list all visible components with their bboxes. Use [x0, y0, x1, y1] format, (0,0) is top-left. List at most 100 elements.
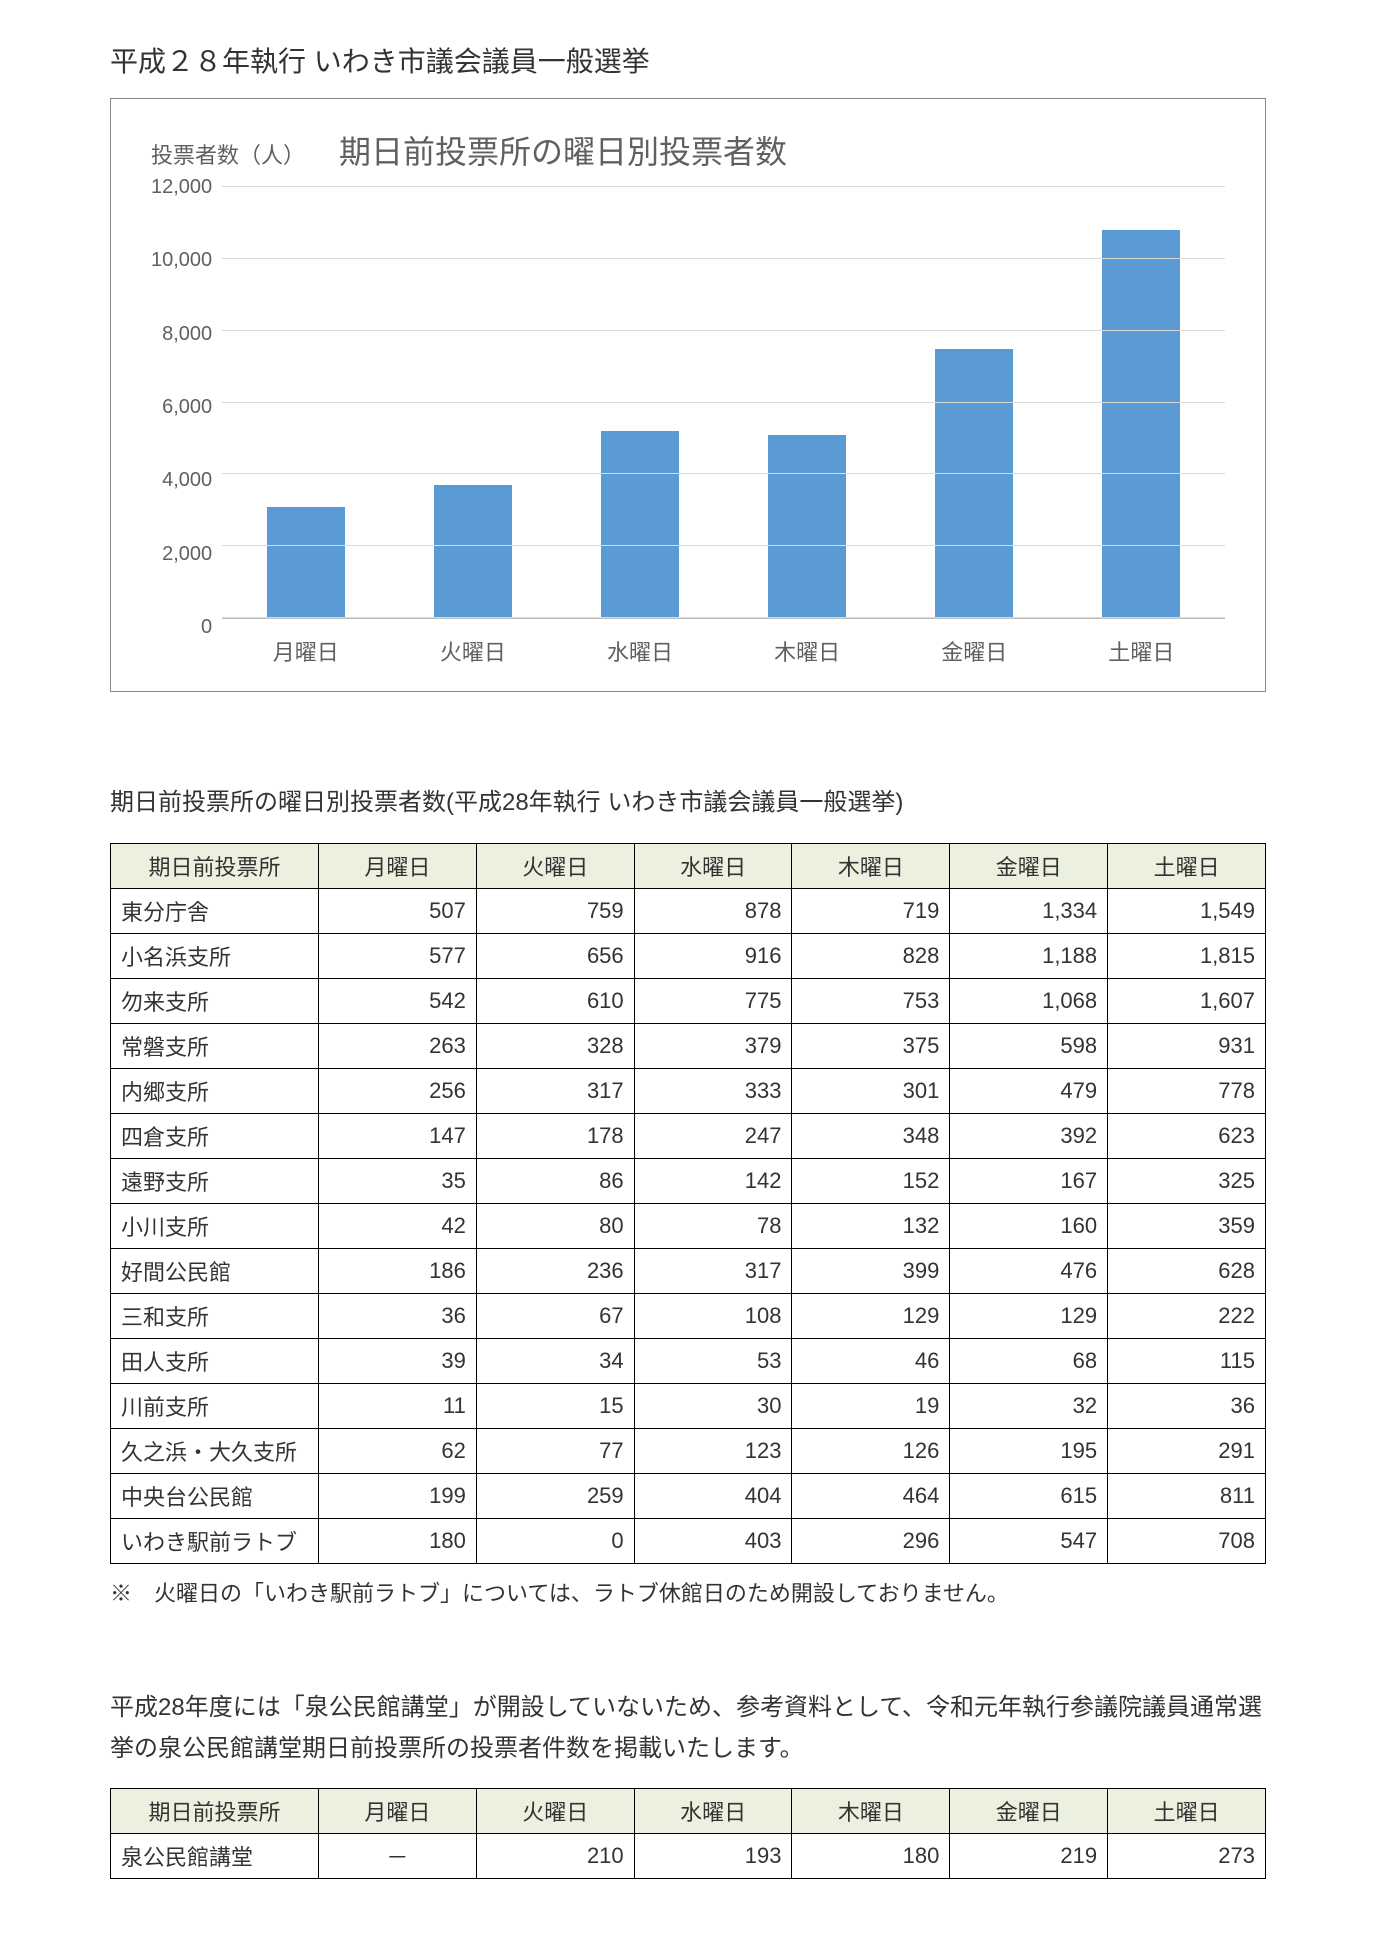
table-row: 遠野支所3586142152167325	[111, 1159, 1266, 1204]
value-cell: 199	[319, 1474, 477, 1519]
chart-plot-wrap: 月曜日火曜日水曜日木曜日金曜日土曜日	[222, 187, 1225, 667]
table-header-cell: 土曜日	[1108, 1788, 1266, 1833]
table-header-cell: 期日前投票所	[111, 844, 319, 889]
value-cell: 34	[476, 1339, 634, 1384]
x-tick-label: 火曜日	[434, 635, 512, 667]
value-cell: 152	[792, 1159, 950, 1204]
location-name-cell: 好間公民館	[111, 1249, 319, 1294]
value-cell: 11	[319, 1384, 477, 1429]
value-cell: 32	[950, 1384, 1108, 1429]
value-cell: 115	[1108, 1339, 1266, 1384]
bar	[1102, 230, 1180, 618]
value-cell: 325	[1108, 1159, 1266, 1204]
value-cell: 36	[1108, 1384, 1266, 1429]
x-tick-label: 金曜日	[935, 635, 1013, 667]
location-name-cell: 川前支所	[111, 1384, 319, 1429]
chart-header: 投票者数（人） 期日前投票所の曜日別投票者数	[151, 127, 1225, 173]
table-row: 中央台公民館199259404464615811	[111, 1474, 1266, 1519]
value-cell: 62	[319, 1429, 477, 1474]
table-header-cell: 木曜日	[792, 844, 950, 889]
bar	[434, 485, 512, 618]
value-cell: 479	[950, 1069, 1108, 1114]
value-cell: －	[319, 1833, 477, 1878]
value-cell: 77	[476, 1429, 634, 1474]
value-cell: 1,607	[1108, 979, 1266, 1024]
bar	[601, 431, 679, 618]
table-header-cell: 火曜日	[476, 1788, 634, 1833]
value-cell: 623	[1108, 1114, 1266, 1159]
table-header-row: 期日前投票所月曜日火曜日水曜日木曜日金曜日土曜日	[111, 1788, 1266, 1833]
value-cell: 219	[950, 1833, 1108, 1878]
bar	[935, 349, 1013, 618]
table-header-cell: 土曜日	[1108, 844, 1266, 889]
value-cell: 142	[634, 1159, 792, 1204]
table-header-cell: 水曜日	[634, 844, 792, 889]
location-name-cell: 田人支所	[111, 1339, 319, 1384]
gridline	[222, 402, 1225, 403]
value-cell: 403	[634, 1519, 792, 1564]
value-cell: 236	[476, 1249, 634, 1294]
location-name-cell: 東分庁舎	[111, 889, 319, 934]
table1-title: 期日前投票所の曜日別投票者数(平成28年執行 いわき市議会議員一般選挙)	[110, 782, 1266, 817]
location-name-cell: いわき駅前ラトブ	[111, 1519, 319, 1564]
location-name-cell: 三和支所	[111, 1294, 319, 1339]
value-cell: 759	[476, 889, 634, 934]
chart-bars	[222, 187, 1225, 618]
value-cell: 1,334	[950, 889, 1108, 934]
value-cell: 916	[634, 934, 792, 979]
table-row: 勿来支所5426107757531,0681,607	[111, 979, 1266, 1024]
value-cell: 195	[950, 1429, 1108, 1474]
value-cell: 68	[950, 1339, 1108, 1384]
value-cell: 273	[1108, 1833, 1266, 1878]
table-header-cell: 水曜日	[634, 1788, 792, 1833]
table-row: 泉公民館講堂－210193180219273	[111, 1833, 1266, 1878]
value-cell: 317	[476, 1069, 634, 1114]
value-cell: 399	[792, 1249, 950, 1294]
value-cell: 53	[634, 1339, 792, 1384]
value-cell: 19	[792, 1384, 950, 1429]
value-cell: 379	[634, 1024, 792, 1069]
value-cell: 186	[319, 1249, 477, 1294]
value-cell: 80	[476, 1204, 634, 1249]
izumi-reference-table: 期日前投票所月曜日火曜日水曜日木曜日金曜日土曜日 泉公民館講堂－21019318…	[110, 1788, 1266, 1879]
table-row: 三和支所3667108129129222	[111, 1294, 1266, 1339]
value-cell: 180	[792, 1833, 950, 1878]
value-cell: 42	[319, 1204, 477, 1249]
value-cell: 178	[476, 1114, 634, 1159]
table-row: 内郷支所256317333301479778	[111, 1069, 1266, 1114]
value-cell: 317	[634, 1249, 792, 1294]
table-header-cell: 木曜日	[792, 1788, 950, 1833]
value-cell: 476	[950, 1249, 1108, 1294]
table-row: 好間公民館186236317399476628	[111, 1249, 1266, 1294]
value-cell: 123	[634, 1429, 792, 1474]
table-row: 田人支所3934534668115	[111, 1339, 1266, 1384]
value-cell: 719	[792, 889, 950, 934]
table-row: 四倉支所147178247348392623	[111, 1114, 1266, 1159]
value-cell: 628	[1108, 1249, 1266, 1294]
gridline	[222, 258, 1225, 259]
gridline	[222, 186, 1225, 187]
value-cell: 67	[476, 1294, 634, 1339]
value-cell: 193	[634, 1833, 792, 1878]
value-cell: 126	[792, 1429, 950, 1474]
value-cell: 78	[634, 1204, 792, 1249]
chart-plot	[222, 187, 1225, 619]
value-cell: 129	[950, 1294, 1108, 1339]
value-cell: 811	[1108, 1474, 1266, 1519]
value-cell: 333	[634, 1069, 792, 1114]
location-name-cell: 遠野支所	[111, 1159, 319, 1204]
chart-y-axis: 12,00010,0008,0006,0004,0002,0000	[151, 187, 222, 627]
value-cell: 1,815	[1108, 934, 1266, 979]
footnote: ※ 火曜日の「いわき駅前ラトブ」については、ラトブ休館日のため開設しておりません…	[110, 1576, 1266, 1608]
value-cell: 210	[476, 1833, 634, 1878]
location-name-cell: 小名浜支所	[111, 934, 319, 979]
table-row: 久之浜・大久支所6277123126195291	[111, 1429, 1266, 1474]
value-cell: 507	[319, 889, 477, 934]
gridline	[222, 473, 1225, 474]
value-cell: 247	[634, 1114, 792, 1159]
table-row: 川前支所111530193236	[111, 1384, 1266, 1429]
x-tick-label: 水曜日	[601, 635, 679, 667]
value-cell: 404	[634, 1474, 792, 1519]
gridline	[222, 545, 1225, 546]
chart-area: 12,00010,0008,0006,0004,0002,0000 月曜日火曜日…	[151, 187, 1225, 667]
